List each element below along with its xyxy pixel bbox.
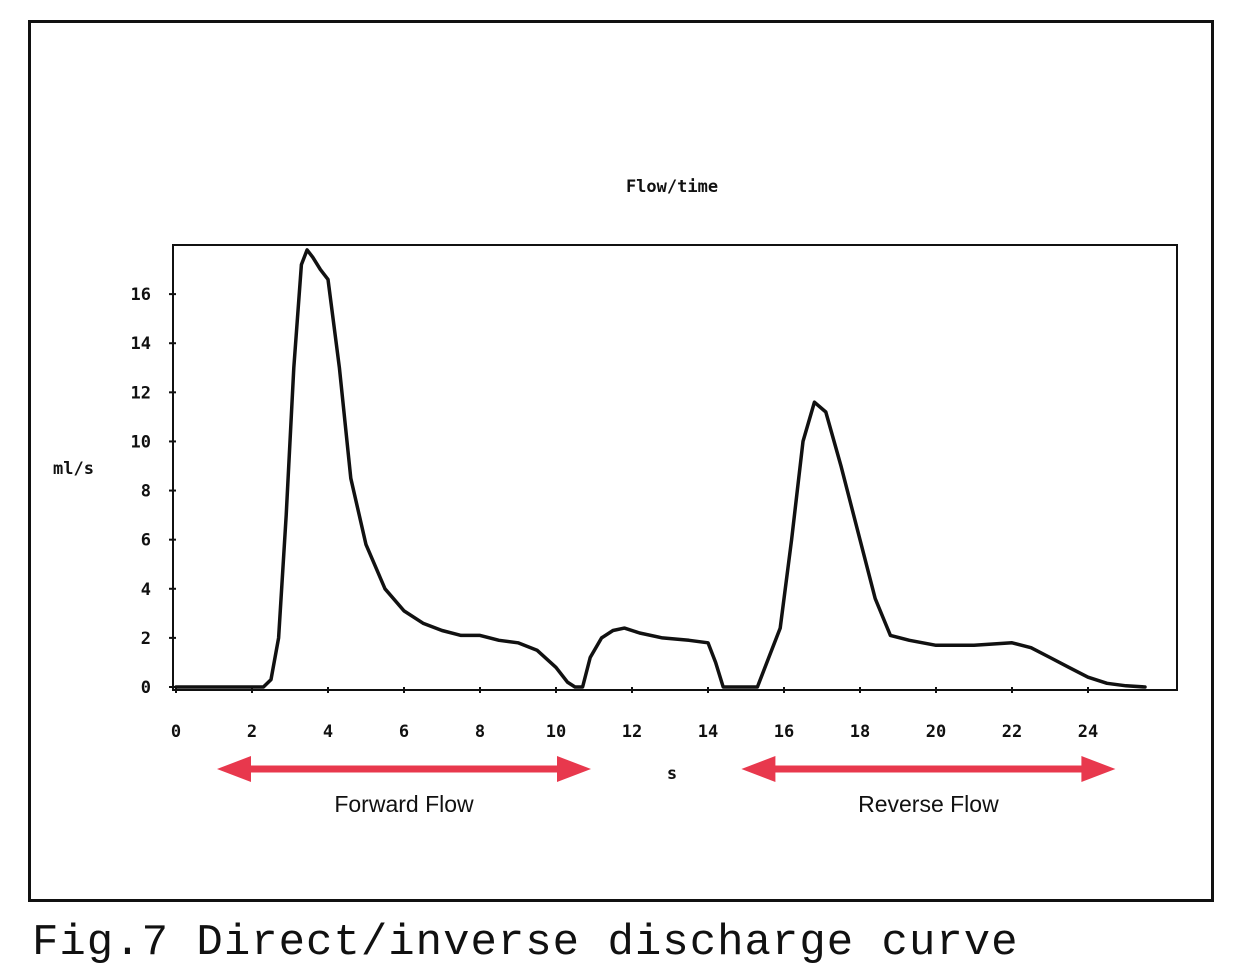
annotation-label: Forward Flow <box>334 791 474 817</box>
figure-caption: Fig.7 Direct/inverse discharge curve <box>32 918 1019 968</box>
x-tick-label: 18 <box>850 722 870 742</box>
x-tick-label: 6 <box>399 722 409 742</box>
y-tick-label: 0 <box>141 678 151 698</box>
x-axis-label: s <box>667 764 677 784</box>
flow-time-chart: Flow/time ml/s s 0 2 4 6 8 10 12 14 16 18 20 22 2402… <box>53 177 1178 817</box>
x-tick-label: 24 <box>1078 722 1098 742</box>
y-tick-label: 6 <box>141 531 151 551</box>
x-tick-label: 4 <box>323 722 333 742</box>
y-tick-label: 12 <box>131 383 151 403</box>
arrow-head-left <box>217 756 251 782</box>
chart-title: Flow/time <box>626 177 718 197</box>
series-layer <box>174 248 1147 689</box>
annotation-arrow: Forward Flow <box>217 756 591 817</box>
y-tick-label: 8 <box>141 482 151 502</box>
arrow-head-right <box>1081 756 1116 782</box>
plot-area-border <box>172 244 1178 691</box>
y-axis-label: ml/s <box>53 459 94 479</box>
figure-frame: Flow/time ml/s s 0 2 4 6 8 10 12 14 16 18 20 22 24 0 2… <box>28 20 1214 902</box>
x-tick-label: 8 <box>475 722 485 742</box>
x-tick-label: 0 <box>171 722 181 742</box>
x-tick-label: 12 <box>622 722 642 742</box>
x-tick-label: 22 <box>1002 722 1022 742</box>
arrow-head-left <box>741 756 776 782</box>
x-tick-label: 10 <box>546 722 566 742</box>
arrow-head-right <box>557 756 591 782</box>
x-tick-label: 14 <box>698 722 718 742</box>
x-tick-label: 16 <box>774 722 794 742</box>
annotation-label: Reverse Flow <box>858 791 999 817</box>
flow-series-line <box>174 248 1147 689</box>
y-tick-label: 4 <box>141 580 151 600</box>
y-tick-label: 10 <box>131 432 151 452</box>
annotation-arrow: Reverse Flow <box>741 756 1116 817</box>
y-tick-label: 2 <box>141 629 151 649</box>
x-tick-label: 20 <box>926 722 946 742</box>
y-tick-label: 14 <box>131 334 151 354</box>
annotations: Forward Flow Reverse Flow <box>217 756 1116 817</box>
x-tick-label: 2 <box>247 722 257 742</box>
y-tick-label: 16 <box>131 285 151 305</box>
